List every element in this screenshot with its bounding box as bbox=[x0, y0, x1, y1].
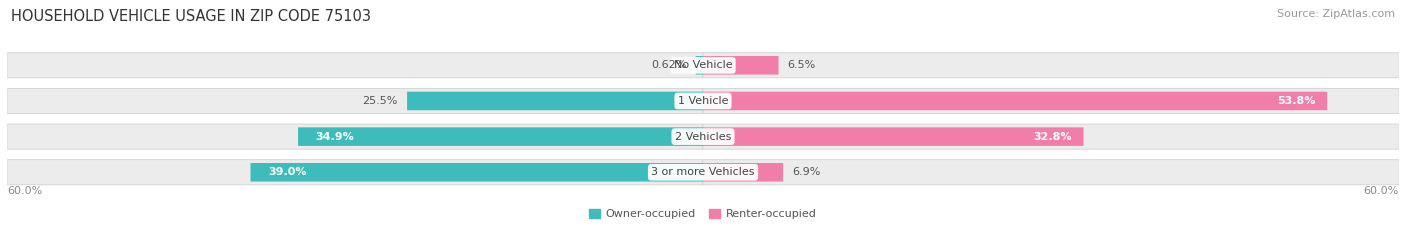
Text: 0.62%: 0.62% bbox=[651, 60, 686, 70]
FancyBboxPatch shape bbox=[7, 88, 703, 113]
FancyBboxPatch shape bbox=[703, 88, 1399, 113]
FancyBboxPatch shape bbox=[298, 127, 703, 146]
Text: 25.5%: 25.5% bbox=[363, 96, 398, 106]
Text: 34.9%: 34.9% bbox=[315, 132, 354, 142]
Text: 39.0%: 39.0% bbox=[269, 167, 307, 177]
FancyBboxPatch shape bbox=[703, 163, 783, 182]
FancyBboxPatch shape bbox=[703, 92, 1327, 110]
Text: 60.0%: 60.0% bbox=[7, 186, 42, 196]
FancyBboxPatch shape bbox=[703, 124, 1399, 149]
FancyBboxPatch shape bbox=[703, 56, 779, 75]
Text: No Vehicle: No Vehicle bbox=[673, 60, 733, 70]
Text: 3 or more Vehicles: 3 or more Vehicles bbox=[651, 167, 755, 177]
Text: 1 Vehicle: 1 Vehicle bbox=[678, 96, 728, 106]
FancyBboxPatch shape bbox=[7, 53, 703, 78]
FancyBboxPatch shape bbox=[696, 56, 703, 75]
Text: Source: ZipAtlas.com: Source: ZipAtlas.com bbox=[1277, 9, 1395, 19]
Text: 6.9%: 6.9% bbox=[793, 167, 821, 177]
FancyBboxPatch shape bbox=[250, 163, 703, 182]
Legend: Owner-occupied, Renter-occupied: Owner-occupied, Renter-occupied bbox=[589, 209, 817, 219]
FancyBboxPatch shape bbox=[703, 127, 1084, 146]
Text: 32.8%: 32.8% bbox=[1033, 132, 1071, 142]
FancyBboxPatch shape bbox=[703, 53, 1399, 78]
Text: 2 Vehicles: 2 Vehicles bbox=[675, 132, 731, 142]
Text: HOUSEHOLD VEHICLE USAGE IN ZIP CODE 75103: HOUSEHOLD VEHICLE USAGE IN ZIP CODE 7510… bbox=[11, 9, 371, 24]
FancyBboxPatch shape bbox=[7, 124, 703, 149]
FancyBboxPatch shape bbox=[408, 92, 703, 110]
FancyBboxPatch shape bbox=[7, 160, 703, 185]
FancyBboxPatch shape bbox=[703, 160, 1399, 185]
Text: 6.5%: 6.5% bbox=[787, 60, 815, 70]
Text: 60.0%: 60.0% bbox=[1364, 186, 1399, 196]
Text: 53.8%: 53.8% bbox=[1277, 96, 1316, 106]
